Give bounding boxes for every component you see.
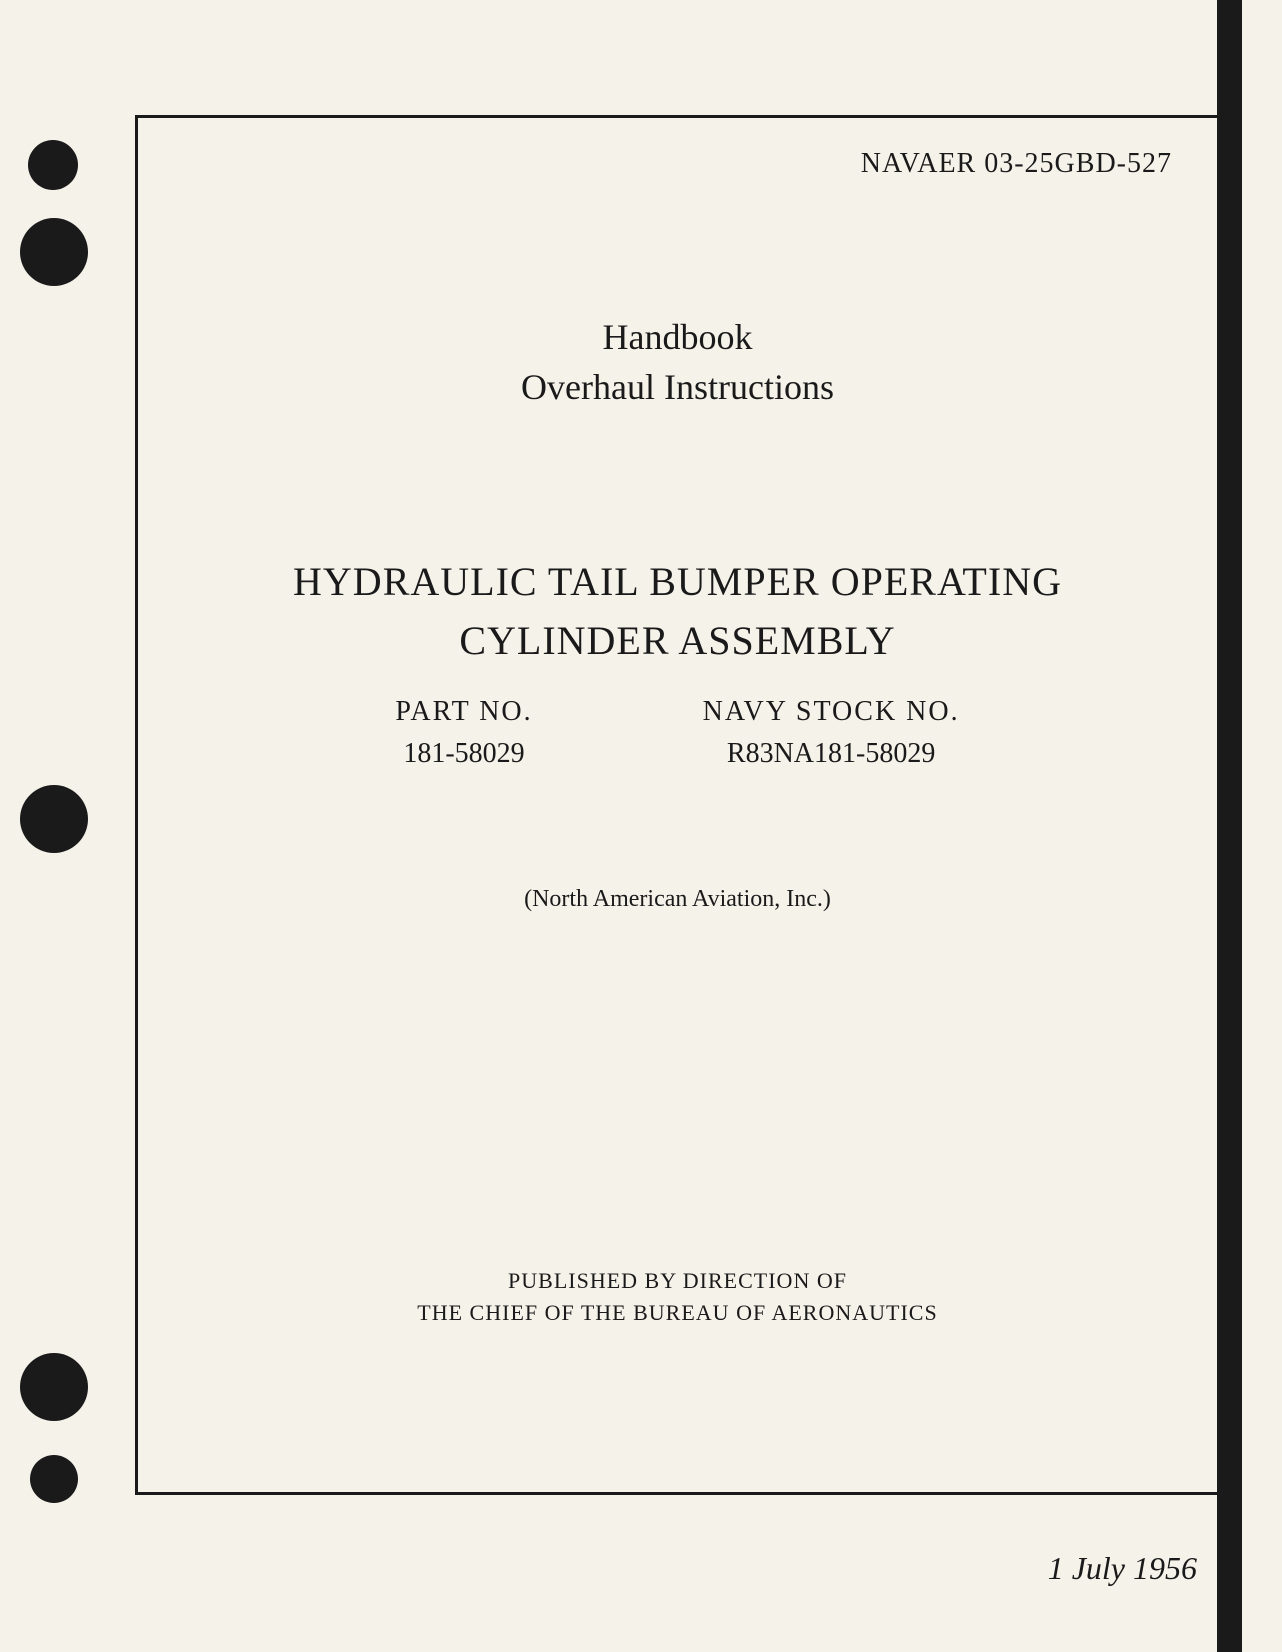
binder-hole	[20, 785, 88, 853]
handbook-label: Handbook	[138, 316, 1217, 358]
binder-hole	[28, 140, 78, 190]
publisher-section: PUBLISHED BY DIRECTION OF THE CHIEF OF T…	[138, 1268, 1217, 1326]
stock-number-value: R83NA181-58029	[703, 738, 960, 770]
stock-number-label: NAVY STOCK NO.	[703, 696, 960, 728]
binder-hole	[20, 1353, 88, 1421]
page-right-border	[1217, 0, 1242, 1652]
part-info-section: PART NO. 181-58029 NAVY STOCK NO. R83NA1…	[138, 696, 1217, 770]
stock-number-column: NAVY STOCK NO. R83NA181-58029	[703, 696, 960, 770]
main-title-line2: CYLINDER ASSEMBLY	[138, 617, 1217, 664]
binder-hole	[20, 218, 88, 286]
handbook-subtitle: Overhaul Instructions	[138, 366, 1217, 408]
document-page: NAVAER 03-25GBD-527 Handbook Overhaul In…	[0, 0, 1282, 1652]
publisher-line2: THE CHIEF OF THE BUREAU OF AERONAUTICS	[138, 1300, 1217, 1326]
manufacturer-name: (North American Aviation, Inc.)	[138, 886, 1217, 913]
publisher-line1: PUBLISHED BY DIRECTION OF	[138, 1268, 1217, 1294]
handbook-section: Handbook Overhaul Instructions	[138, 316, 1217, 408]
document-number: NAVAER 03-25GBD-527	[861, 148, 1172, 180]
content-frame: NAVAER 03-25GBD-527 Handbook Overhaul In…	[135, 115, 1217, 1495]
part-number-value: 181-58029	[395, 738, 532, 770]
part-number-column: PART NO. 181-58029	[395, 696, 532, 770]
main-title-section: HYDRAULIC TAIL BUMPER OPERATING CYLINDER…	[138, 558, 1217, 664]
binder-hole	[30, 1455, 78, 1503]
publication-date: 1 July 1956	[1048, 1550, 1197, 1587]
part-number-label: PART NO.	[395, 696, 532, 728]
main-title-line1: HYDRAULIC TAIL BUMPER OPERATING	[138, 558, 1217, 605]
